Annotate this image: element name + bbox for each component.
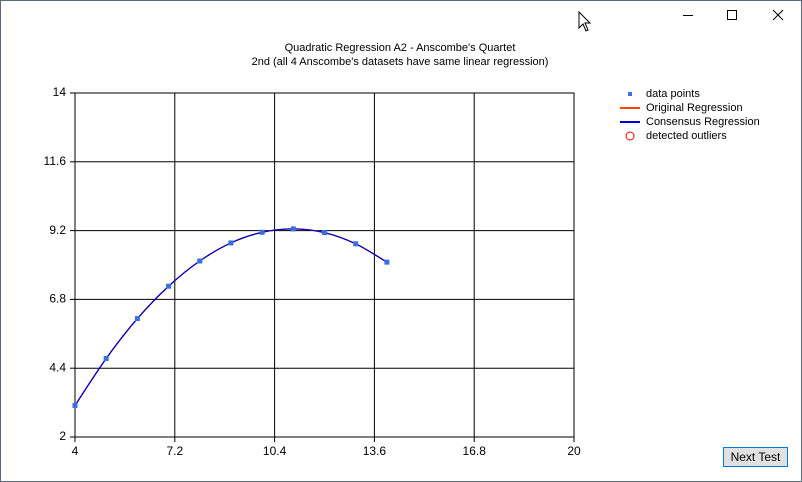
next-test-button[interactable]: Next Test [723,447,788,467]
x-tick-label: 10.4 [263,444,287,458]
plot-frame [74,92,575,438]
data-point [134,316,140,322]
data-point [353,241,359,247]
x-tick-label: 16.8 [463,444,487,458]
chart-title: Quadratic Regression A2 - Anscombe's Qua… [285,42,516,54]
y-tick-label: 14 [53,85,67,99]
data-point [290,226,296,232]
data-point [103,355,109,361]
x-tick-label: 20 [567,444,581,458]
legend-swatch [628,92,632,96]
y-tick-label: 11.6 [44,154,67,168]
x-tick-label: 13.6 [363,444,387,458]
data-point [384,259,390,265]
y-tick-label: 2 [59,429,66,443]
x-tick-label: 4 [72,444,79,458]
data-point [322,230,327,236]
legend-label: Consensus Regression [646,116,760,128]
x-tick-label: 7.2 [166,444,183,458]
legend-label: data points [646,88,700,100]
data-point [166,283,172,289]
close-button[interactable] [772,9,784,21]
y-tick-label: 9.2 [49,223,66,237]
y-tick-label: 4.4 [49,360,66,374]
maximize-button[interactable] [727,10,737,20]
data-point [228,240,234,246]
data-point [197,258,203,264]
y-tick-label: 6.8 [49,292,66,306]
legend-swatch [625,131,635,141]
chart-subtitle: 2nd (all 4 Anscombe's datasets have same… [252,56,549,68]
data-point [259,229,265,235]
legend-label: Original Regression [646,102,743,114]
legend-label: detected outliers [646,130,727,142]
data-point [72,402,78,408]
cursor [578,10,592,32]
